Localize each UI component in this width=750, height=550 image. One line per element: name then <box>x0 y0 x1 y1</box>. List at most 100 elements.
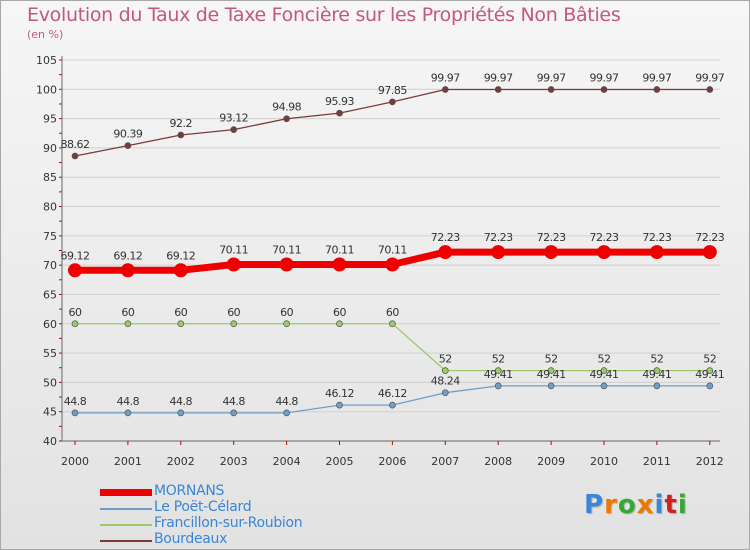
data-point <box>124 320 132 328</box>
legend-swatch <box>100 489 152 496</box>
data-point <box>124 409 132 417</box>
data-label: 94.98 <box>272 101 301 114</box>
data-label: 99.97 <box>642 71 671 84</box>
data-point <box>544 245 559 260</box>
x-tick-label: 2006 <box>378 455 406 468</box>
data-point <box>441 86 449 93</box>
data-point <box>597 245 611 260</box>
data-label: 52 <box>650 353 663 366</box>
data-label: 70.11 <box>378 244 407 257</box>
data-point <box>173 263 188 278</box>
data-point <box>706 382 714 390</box>
y-tick-label: 100 <box>36 83 57 96</box>
y-tick-label: 85 <box>43 171 57 184</box>
legend-label: Le Poët-Célard <box>154 499 252 515</box>
data-point <box>547 382 555 390</box>
data-label: 72.23 <box>537 231 566 244</box>
data-point <box>547 367 555 375</box>
data-label: 44.8 <box>170 395 193 408</box>
data-point <box>336 320 343 328</box>
data-point <box>494 367 502 375</box>
data-label: 72.23 <box>431 231 460 244</box>
data-label: 49.41 <box>484 368 513 381</box>
data-label: 60 <box>121 306 134 319</box>
series-francillon-sur-roubion <box>71 320 714 375</box>
logo-letter: x <box>636 490 655 520</box>
x-tick-label: 2002 <box>167 455 195 468</box>
data-label: 49.41 <box>695 368 724 381</box>
data-point <box>283 115 290 123</box>
data-point <box>389 401 396 409</box>
x-tick-label: 2010 <box>590 455 618 468</box>
data-label: 60 <box>333 306 346 319</box>
chart-unit-label: (en %) <box>27 28 64 41</box>
data-point <box>600 367 608 375</box>
y-tick-label: 90 <box>43 142 57 155</box>
logo-letter: t <box>664 490 678 520</box>
data-label: 60 <box>386 306 399 319</box>
y-tick-label: 45 <box>43 406 57 419</box>
legend-label: MORNANS <box>154 483 225 499</box>
data-point <box>438 245 453 260</box>
data-point <box>283 320 290 328</box>
data-label: 70.11 <box>272 244 301 257</box>
y-tick-label: 75 <box>43 230 57 243</box>
data-point <box>385 257 400 272</box>
x-tick-label: 2003 <box>220 455 248 468</box>
data-label: 52 <box>703 353 716 366</box>
data-label: 99.97 <box>431 71 460 84</box>
x-tick-label: 2009 <box>537 455 565 468</box>
series-bourdeaux <box>71 86 714 160</box>
data-label: 69.12 <box>113 249 142 262</box>
data-label: 72.23 <box>484 231 513 244</box>
series-mornans <box>68 245 717 278</box>
data-point <box>279 257 294 272</box>
series-le-po-t-c-lard <box>71 382 714 417</box>
data-point <box>706 86 714 93</box>
data-point <box>653 367 661 375</box>
y-tick-label: 55 <box>43 347 57 360</box>
data-point <box>600 382 608 390</box>
data-point <box>389 320 396 328</box>
legend-swatch <box>100 540 152 542</box>
data-label: 44.8 <box>117 395 140 408</box>
y-tick-label: 60 <box>43 318 57 331</box>
data-label: 46.12 <box>325 387 354 400</box>
data-point <box>336 401 343 409</box>
data-point <box>230 126 238 133</box>
data-point <box>332 257 347 272</box>
logo-letter: P <box>584 490 605 520</box>
data-point <box>441 367 449 375</box>
logo-letter: o <box>617 490 637 520</box>
y-tick-label: 70 <box>43 259 57 272</box>
data-point <box>494 382 502 390</box>
data-point <box>120 263 135 278</box>
data-label: 44.8 <box>64 395 87 408</box>
data-label: 92.2 <box>170 117 193 130</box>
x-tick-label: 2000 <box>61 455 89 468</box>
data-label: 70.11 <box>325 244 354 257</box>
data-label: 60 <box>227 306 240 319</box>
data-label: 49.41 <box>590 368 619 381</box>
data-label: 72.23 <box>590 231 619 244</box>
data-label: 90.39 <box>113 128 142 141</box>
x-tick-label: 2011 <box>643 455 671 468</box>
data-point <box>230 320 238 328</box>
y-tick-label: 50 <box>43 376 57 389</box>
data-point <box>230 409 238 417</box>
data-label: 60 <box>280 306 293 319</box>
x-tick-label: 2008 <box>484 455 512 468</box>
data-point <box>702 245 717 260</box>
data-point <box>283 409 290 417</box>
data-label: 49.41 <box>642 368 671 381</box>
data-label: 60 <box>69 306 82 319</box>
x-tick-label: 2001 <box>114 455 142 468</box>
data-point <box>177 409 185 417</box>
data-point <box>68 263 82 278</box>
y-tick-label: 65 <box>43 288 57 301</box>
data-point <box>336 109 343 117</box>
y-tick-label: 80 <box>43 201 57 214</box>
data-label: 70.11 <box>219 244 248 257</box>
data-point <box>653 86 661 93</box>
